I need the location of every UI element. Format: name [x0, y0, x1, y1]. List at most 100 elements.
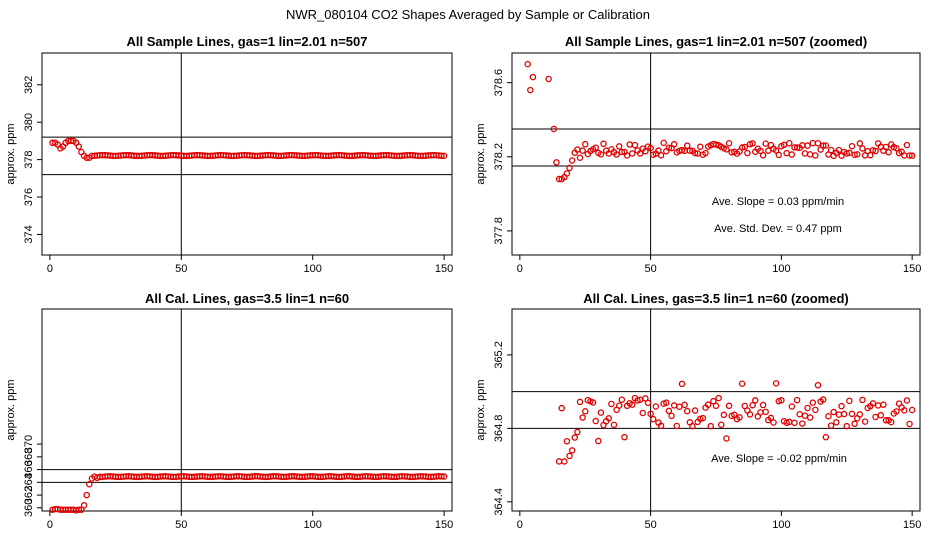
- data-point: [524, 60, 531, 68]
- data-point: [887, 418, 895, 426]
- data-point: [626, 141, 633, 148]
- data-point: [809, 139, 817, 147]
- data-point: [678, 380, 686, 388]
- data-point: [631, 141, 639, 149]
- data-point: [657, 422, 665, 430]
- data-point: [83, 154, 90, 161]
- x-tick-label: 150: [903, 263, 921, 275]
- data-point: [683, 142, 691, 149]
- data-point: [736, 414, 743, 421]
- data-point: [660, 139, 667, 147]
- data-point: [621, 433, 628, 441]
- data-point: [707, 422, 715, 430]
- y-tick-label: 365.2: [493, 341, 505, 369]
- y-tick-label: 366: [23, 460, 35, 478]
- data-point: [647, 144, 654, 152]
- data-point: [615, 143, 623, 150]
- y-tick-label: 382: [23, 76, 35, 94]
- data-point: [796, 410, 803, 418]
- data-point: [893, 408, 900, 415]
- data-point: [788, 403, 796, 410]
- chart-panel-1: All Sample Lines, gas=1 lin=2.01 n=507 0 5…: [5, 34, 453, 275]
- y-axis-label: approx. ppm: [475, 123, 487, 184]
- data-point: [793, 396, 801, 404]
- data-point: [885, 148, 892, 156]
- data-point: [869, 400, 877, 407]
- data-point: [715, 394, 722, 402]
- data-point: [806, 151, 814, 158]
- chart-annotation: Ave. Slope = 0.03 ppm/min: [712, 196, 844, 208]
- data-point: [712, 402, 720, 410]
- chart-panel-4: All Cal. Lines, gas=3.5 lin=1 n=60 (zoom…: [475, 291, 921, 531]
- data-point: [738, 380, 746, 387]
- y-tick-label: 362: [23, 486, 35, 504]
- data-point: [819, 396, 827, 403]
- x-tick-label: 0: [47, 519, 53, 531]
- data-point: [908, 152, 916, 159]
- y-tick-label: 370: [23, 435, 35, 453]
- data-point: [757, 409, 764, 416]
- data-point: [812, 152, 819, 159]
- data-point: [759, 401, 767, 409]
- data-point: [838, 402, 845, 410]
- data-point: [767, 414, 775, 422]
- data-point: [581, 140, 589, 148]
- data-point: [673, 422, 681, 430]
- data-point: [597, 151, 605, 158]
- data-point: [438, 473, 445, 480]
- data-point: [903, 397, 911, 404]
- chart-title: All Cal. Lines, gas=3.5 lin=1 n=60 (zoom…: [583, 291, 849, 306]
- data-point: [440, 473, 448, 480]
- data-point: [822, 433, 830, 441]
- data-point: [568, 447, 576, 454]
- data-point: [610, 421, 618, 429]
- data-point: [848, 410, 856, 418]
- data-point: [579, 414, 586, 421]
- chart-annotation: Ave. Std. Dev. = 0.47 ppm: [714, 223, 842, 235]
- data-point: [75, 506, 83, 513]
- data-point: [908, 406, 916, 414]
- data-point: [791, 419, 798, 427]
- x-tick-label: 0: [517, 519, 523, 531]
- data-point: [681, 401, 688, 409]
- data-point: [723, 435, 730, 442]
- y-tick-label: 378.6: [493, 69, 505, 97]
- data-point: [799, 420, 806, 427]
- data-point: [555, 458, 563, 465]
- data-point: [793, 144, 801, 151]
- data-point: [785, 140, 793, 147]
- data-point: [615, 402, 623, 409]
- plot-frame: [511, 308, 921, 512]
- data-point: [749, 140, 756, 147]
- data-point: [778, 397, 785, 404]
- chart-panel-3: All Cal. Lines, gas=3.5 lin=1 n=60 0 50 100…: [5, 291, 453, 531]
- data-point: [741, 143, 749, 151]
- data-point: [80, 502, 88, 509]
- data-point: [851, 151, 858, 158]
- x-tick-label: 50: [644, 263, 656, 275]
- data-point: [597, 409, 605, 416]
- data-point: [639, 409, 647, 417]
- data-point: [762, 140, 769, 147]
- data-point: [579, 147, 586, 154]
- data-point: [872, 147, 879, 155]
- data-point: [882, 143, 890, 151]
- data-point: [806, 414, 814, 421]
- data-point: [804, 404, 811, 412]
- data-point: [563, 170, 571, 177]
- data-point: [872, 413, 879, 421]
- chart-title: All Sample Lines, gas=1 lin=2.01 n=507: [127, 34, 368, 49]
- data-point: [571, 434, 579, 441]
- data-point: [819, 142, 827, 149]
- data-point: [856, 411, 864, 418]
- data-point: [663, 399, 670, 406]
- data-point: [527, 86, 534, 94]
- data-point: [83, 491, 90, 499]
- data-point: [725, 402, 733, 410]
- data-point: [440, 152, 448, 160]
- data-point: [647, 410, 654, 418]
- data-point: [749, 401, 756, 409]
- data-point: [642, 147, 649, 155]
- data-point: [717, 421, 725, 428]
- y-axis-label: approx. ppm: [5, 379, 17, 440]
